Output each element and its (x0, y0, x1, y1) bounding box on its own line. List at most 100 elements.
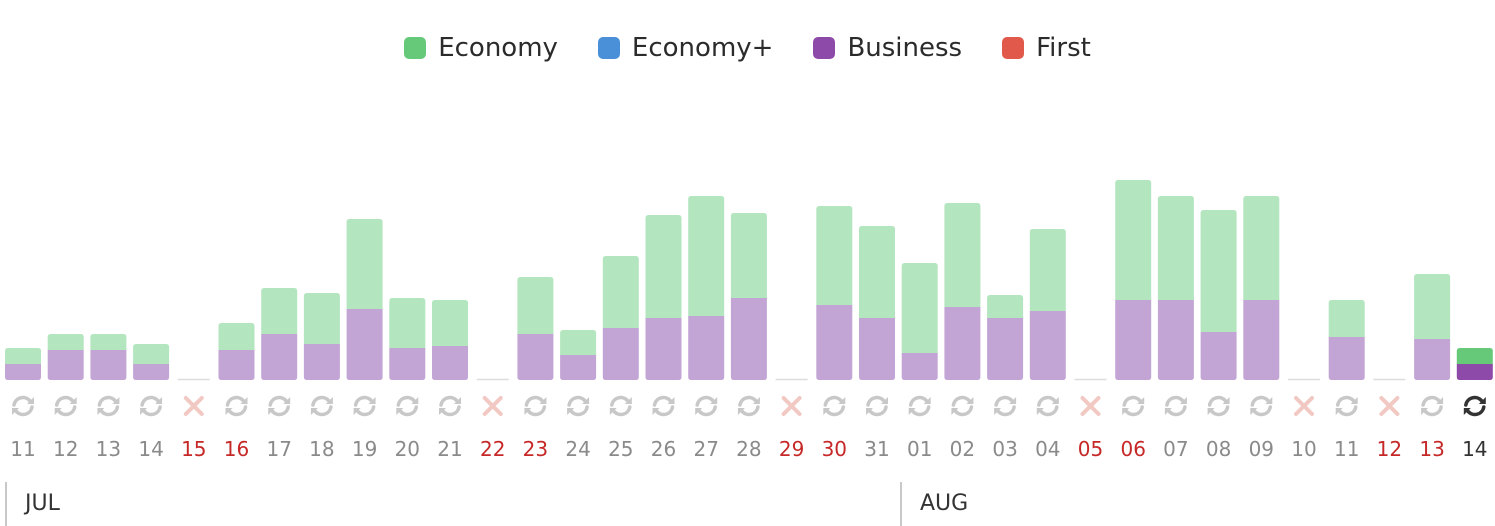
refresh-icon[interactable] (1421, 395, 1444, 417)
bar-business-29[interactable] (1243, 300, 1280, 380)
bar-business-27[interactable] (1157, 300, 1194, 380)
date-label-0[interactable]: 11 (10, 437, 35, 461)
bar-business-5[interactable] (218, 350, 255, 380)
bar-business-31[interactable] (1328, 337, 1365, 380)
bar-business-2[interactable] (90, 350, 127, 380)
refresh-icon[interactable] (396, 395, 419, 417)
date-label-3[interactable]: 14 (138, 437, 163, 461)
bar-economy-16[interactable] (688, 196, 725, 316)
legend-business[interactable]: Business (813, 33, 962, 63)
bar-economy-19[interactable] (816, 206, 853, 305)
date-label-22[interactable]: 02 (950, 437, 975, 461)
refresh-icon[interactable] (225, 395, 248, 417)
bar-economy-31[interactable] (1328, 300, 1365, 337)
date-label-18[interactable]: 29 (779, 437, 804, 461)
refresh-icon[interactable] (609, 395, 632, 417)
refresh-icon[interactable] (54, 395, 77, 417)
date-label-34[interactable]: 14 (1462, 437, 1487, 461)
legend-economy-plus[interactable]: Economy+ (597, 33, 773, 63)
date-label-19[interactable]: 30 (822, 437, 847, 461)
refresh-icon[interactable] (1036, 395, 1059, 417)
bar-economy-23[interactable] (987, 295, 1024, 318)
bar-economy-10[interactable] (432, 300, 468, 346)
date-label-13[interactable]: 24 (565, 437, 590, 461)
refresh-icon[interactable] (737, 395, 760, 417)
refresh-icon[interactable] (12, 395, 34, 417)
bar-business-15[interactable] (645, 318, 682, 380)
bar-economy-27[interactable] (1157, 196, 1194, 300)
date-label-28[interactable]: 08 (1206, 437, 1231, 461)
refresh-icon[interactable] (652, 395, 675, 417)
bar-business-7[interactable] (303, 344, 340, 380)
refresh-icon[interactable] (823, 395, 846, 417)
date-label-26[interactable]: 06 (1120, 437, 1145, 461)
bar-economy-6[interactable] (261, 288, 298, 334)
refresh-icon[interactable] (353, 395, 376, 417)
bar-business-26[interactable] (1115, 300, 1152, 380)
refresh-icon[interactable] (951, 395, 974, 417)
bar-business-19[interactable] (816, 305, 853, 380)
date-label-5[interactable]: 16 (224, 437, 249, 461)
bar-economy-0[interactable] (5, 348, 41, 364)
date-label-24[interactable]: 04 (1035, 437, 1060, 461)
date-label-16[interactable]: 27 (693, 437, 718, 461)
date-label-10[interactable]: 21 (437, 437, 462, 461)
refresh-icon[interactable] (994, 395, 1017, 417)
bar-economy-13[interactable] (560, 330, 597, 355)
bar-business-1[interactable] (47, 350, 84, 380)
bar-economy-17[interactable] (730, 213, 767, 298)
date-label-17[interactable]: 28 (736, 437, 761, 461)
bar-economy-24[interactable] (1029, 229, 1066, 311)
date-label-1[interactable]: 12 (53, 437, 78, 461)
date-label-25[interactable]: 05 (1078, 437, 1103, 461)
bar-economy-3[interactable] (133, 344, 170, 364)
bar-business-23[interactable] (987, 318, 1024, 380)
date-label-14[interactable]: 25 (608, 437, 633, 461)
bar-business-14[interactable] (602, 328, 639, 380)
date-label-6[interactable]: 17 (266, 437, 291, 461)
bar-business-9[interactable] (389, 348, 426, 380)
bar-business-8[interactable] (346, 309, 383, 380)
refresh-icon[interactable] (1463, 395, 1486, 417)
refresh-icon[interactable] (310, 395, 333, 417)
bar-economy-34[interactable] (1456, 348, 1493, 364)
bar-business-33[interactable] (1414, 339, 1451, 380)
bar-business-12[interactable] (517, 334, 554, 380)
bar-business-16[interactable] (688, 316, 725, 380)
date-label-21[interactable]: 01 (907, 437, 932, 461)
bar-economy-5[interactable] (218, 323, 255, 350)
bar-business-20[interactable] (859, 318, 895, 380)
bar-business-34[interactable] (1456, 364, 1493, 380)
legend-first[interactable]: First (1002, 33, 1091, 63)
bar-business-0[interactable] (5, 364, 41, 380)
legend-economy[interactable]: Economy (404, 33, 558, 63)
bar-economy-14[interactable] (602, 256, 639, 328)
bar-economy-12[interactable] (517, 277, 554, 334)
date-label-15[interactable]: 26 (651, 437, 676, 461)
bar-economy-8[interactable] (346, 219, 383, 309)
refresh-icon[interactable] (97, 395, 120, 417)
bar-business-21[interactable] (901, 353, 938, 380)
date-label-32[interactable]: 12 (1377, 437, 1402, 461)
date-label-20[interactable]: 31 (864, 437, 889, 461)
date-label-9[interactable]: 20 (395, 437, 420, 461)
refresh-icon[interactable] (908, 395, 931, 417)
date-label-30[interactable]: 10 (1291, 437, 1316, 461)
refresh-icon[interactable] (1164, 395, 1187, 417)
bar-economy-20[interactable] (859, 226, 895, 318)
bar-economy-9[interactable] (389, 298, 426, 348)
date-label-27[interactable]: 07 (1163, 437, 1188, 461)
bar-economy-1[interactable] (47, 334, 84, 350)
bar-business-24[interactable] (1029, 311, 1066, 380)
refresh-icon[interactable] (695, 395, 718, 417)
bar-economy-21[interactable] (901, 263, 938, 353)
refresh-icon[interactable] (866, 395, 888, 417)
date-label-31[interactable]: 11 (1334, 437, 1359, 461)
date-label-33[interactable]: 13 (1419, 437, 1444, 461)
date-label-8[interactable]: 19 (352, 437, 377, 461)
bar-business-13[interactable] (560, 355, 597, 380)
refresh-icon[interactable] (1122, 395, 1145, 417)
date-label-11[interactable]: 22 (480, 437, 505, 461)
refresh-icon[interactable] (140, 395, 163, 417)
bar-economy-22[interactable] (944, 203, 981, 307)
